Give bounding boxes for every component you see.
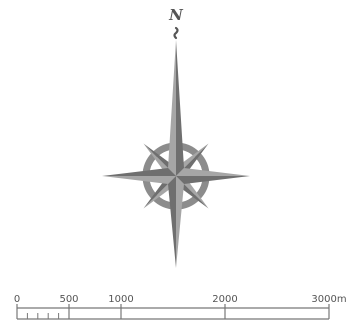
north-marker-icon	[173, 26, 179, 40]
scale-bar-tick-label: 3000m	[311, 294, 346, 305]
scale-bar-tick-label: 500	[59, 294, 78, 305]
scale-bar-tick-label: 2000	[212, 294, 237, 305]
scale-bar-tick-label: 1000	[108, 294, 133, 305]
north-label: N	[168, 6, 184, 24]
compass-rose-icon	[102, 40, 250, 268]
scale-bar-tick-label: 0	[14, 294, 20, 305]
scale-bar: 0 500 1000 2000 3000m	[14, 294, 347, 320]
cardinal-points	[102, 40, 250, 268]
intercardinal-points	[143, 143, 209, 209]
